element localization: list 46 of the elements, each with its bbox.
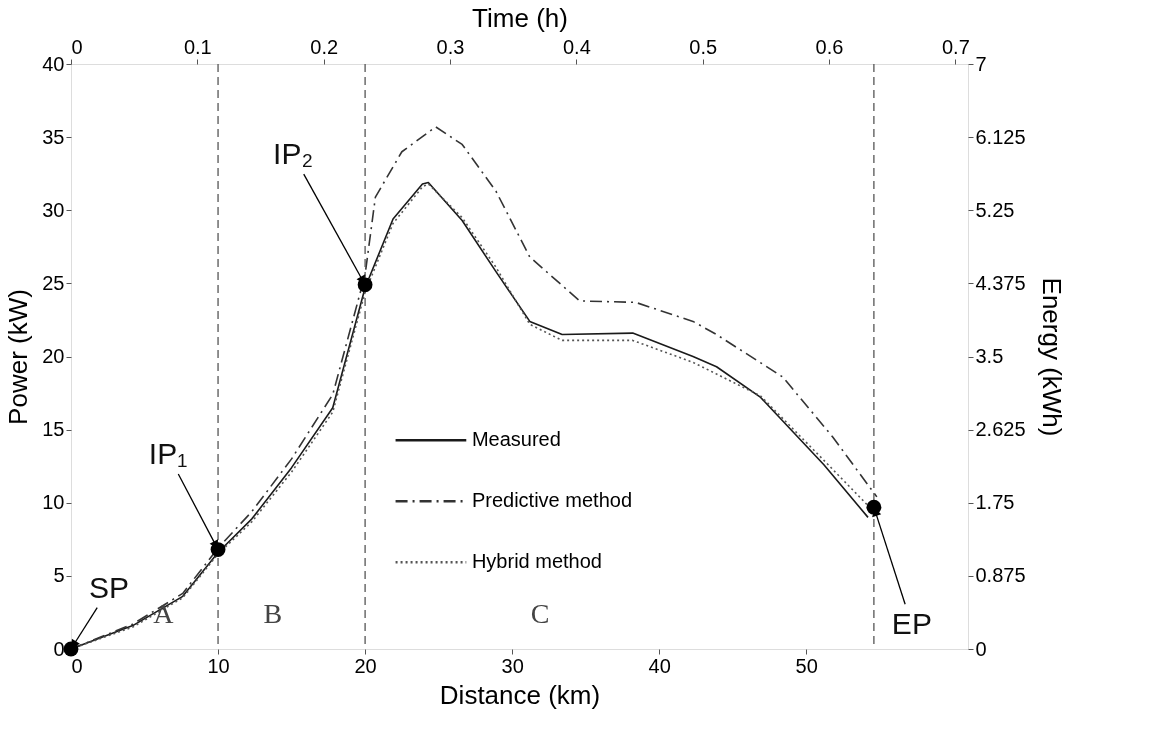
y-tick-label: 20 <box>42 345 65 367</box>
x2-axis-title: Time (h) <box>472 2 568 33</box>
x2-tick-label: 0.4 <box>562 35 591 58</box>
y-tick-label: 5 <box>53 564 65 587</box>
y2-tick-label: 5.25 <box>975 198 1015 221</box>
annotation: IP₂ <box>273 136 314 170</box>
annotation: A <box>153 597 175 629</box>
x-tick-label: 0 <box>71 654 83 677</box>
x-tick-label: 50 <box>795 654 818 677</box>
legend-label: Predictive method <box>471 489 632 512</box>
y2-tick-label: 6.125 <box>975 125 1026 148</box>
y-tick-label: 35 <box>42 125 65 148</box>
annotation: C <box>530 597 550 629</box>
legend-label: Measured <box>471 428 561 451</box>
x2-tick-label: 0.2 <box>310 35 339 58</box>
y2-tick-label: 0.875 <box>975 564 1026 587</box>
y2-tick-label: 3.5 <box>975 345 1004 367</box>
x-axis-title: Distance (km) <box>439 679 601 710</box>
y-axis-title: Power (kW) <box>3 289 34 425</box>
x2-tick-label: 0.7 <box>941 35 970 58</box>
y-tick-label: 30 <box>42 198 65 221</box>
y-tick-label: 25 <box>42 271 65 294</box>
x-tick-label: 20 <box>354 654 377 677</box>
y-tick-label: 40 <box>42 52 65 75</box>
x2-tick-label: 0.1 <box>183 35 212 58</box>
annotation: IP₁ <box>148 436 188 470</box>
y-tick-label: 10 <box>42 491 65 514</box>
x-tick-label: 30 <box>501 654 524 677</box>
y2-tick-label: 1.75 <box>975 491 1015 514</box>
annotation: SP <box>88 571 130 604</box>
x-tick-label: 10 <box>207 654 230 677</box>
y-tick-label: 0 <box>53 637 65 660</box>
y-tick-label: 15 <box>42 418 65 441</box>
x-tick-label: 40 <box>648 654 671 677</box>
x2-tick-label: 0.5 <box>689 35 718 58</box>
annotation: EP <box>891 607 932 641</box>
y2-tick-label: 2.625 <box>975 418 1026 441</box>
x2-tick-label: 0 <box>71 35 83 58</box>
y2-axis-title: Energy (kWh) <box>1036 277 1067 437</box>
y2-tick-label: 0 <box>975 637 987 660</box>
y2-tick-label: 7 <box>975 52 987 75</box>
legend-label: Hybrid method <box>471 550 602 573</box>
y2-tick-label: 4.375 <box>975 271 1026 294</box>
x2-tick-label: 0.6 <box>815 35 844 58</box>
x2-tick-label: 0.3 <box>436 35 465 58</box>
annotation: B <box>263 597 283 629</box>
